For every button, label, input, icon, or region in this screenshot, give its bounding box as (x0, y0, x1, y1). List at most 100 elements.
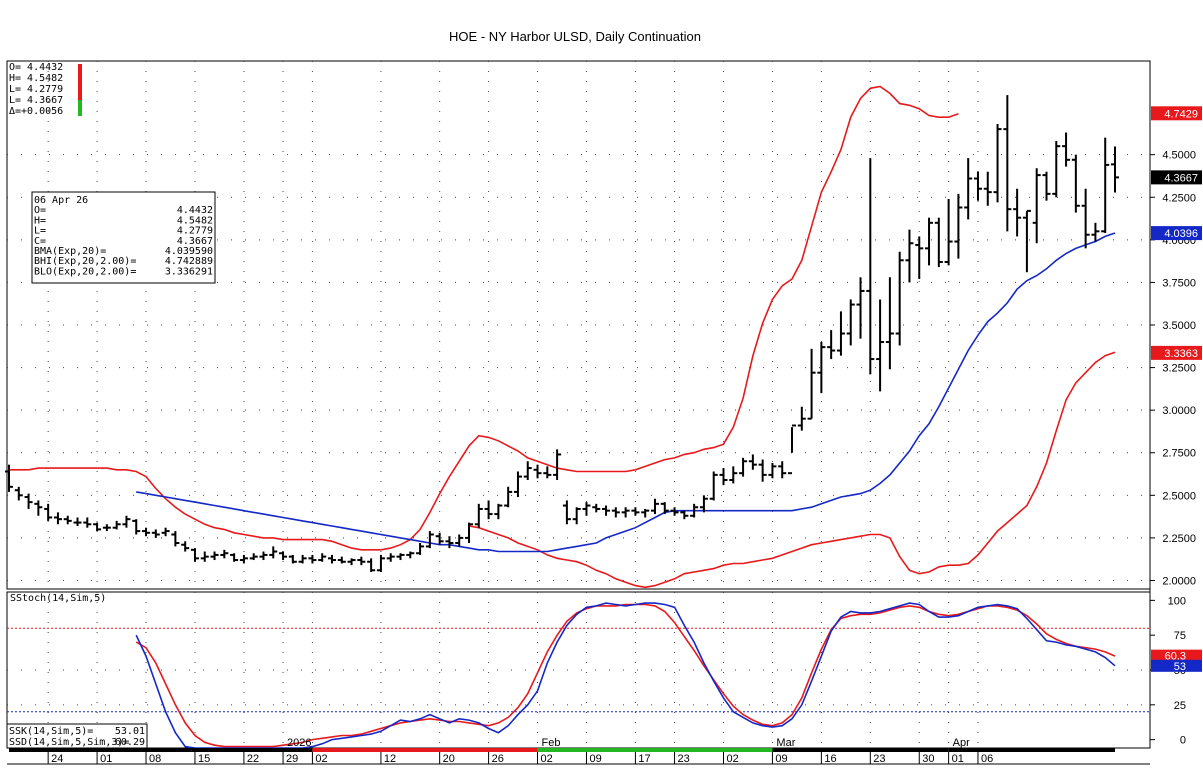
x-tick-20: 06 (981, 753, 993, 765)
info-label-6: BHI(Exp,20,2.00)= (34, 256, 136, 267)
x-tick-9: 26 (492, 753, 504, 765)
info-value-2: 4.5482 (177, 215, 213, 226)
ohlc-bar-2026-04-28 (876, 299, 885, 392)
ohlc-bar-2026-03-19 (602, 505, 611, 516)
price-tag-4.0396: 4.0396 (1164, 228, 1198, 240)
bollinger-bands (9, 85, 1116, 589)
ohlc-bar-2026-01-19 (181, 541, 190, 552)
price-tick-3.2500: 3.2500 (1162, 363, 1196, 375)
ohlc-bar-2026-05-04 (915, 236, 924, 280)
ohlc-low: L= 4.2779 (9, 84, 63, 95)
info-value-1: 4.4432 (177, 205, 213, 216)
ohlc-bar-2026-01-12 (132, 519, 141, 535)
x-month-Mar: Mar (776, 737, 795, 749)
ohlc-bar-2026-02-11 (347, 558, 356, 566)
ohlc-bar-2026-03-18 (592, 503, 601, 513)
x-tick-10: 02 (541, 753, 553, 765)
ohlc-bar-2025-12-31 (63, 515, 72, 525)
ohlc-readout: O= 4.4432 H= 4.5482 L= 4.2779 L= 4.3667 … (9, 62, 82, 117)
ohlc-bar-2026-04-20 (817, 342, 826, 394)
x-tick-5: 29 (286, 753, 298, 765)
price-tick-3.7500: 3.7500 (1162, 277, 1196, 289)
ohlc-bar-2026-01-07 (102, 524, 111, 532)
ohlc-bar-2026-05-13 (983, 171, 992, 206)
ohlc-bar-2026-01-29 (259, 551, 268, 561)
stoch-tag-bg-1 (1151, 659, 1202, 672)
bollinger-middle (136, 232, 1116, 553)
price-tag-3.3363: 3.3363 (1164, 348, 1198, 360)
ssd-line (135, 603, 1116, 748)
ohlc-bar-2026-02-09 (327, 554, 336, 564)
ohlc-bar-2026-06-01 (1111, 146, 1119, 193)
ohlc-bar-2026-04-13 (768, 462, 777, 479)
price-axis-ticks: 2.0000 2.2500 2.5000 2.7500 3.0000 3.2500 3.50… (1150, 150, 1196, 587)
ohlc-bar-2026-03-26 (650, 498, 659, 515)
ohlc-bar-2026-01-22 (210, 551, 219, 561)
info-value-7: 3.336291 (165, 266, 213, 277)
ohlc-bar-red (78, 64, 82, 100)
info-label-7: BLO(Exp,20,2.00)= (34, 266, 136, 277)
price-tag-bg-1 (1151, 170, 1202, 185)
ohlc-bar-2026-03-16 (572, 507, 581, 525)
ohlc-bar-2026-02-17 (386, 553, 395, 562)
ssd-label: SSD(14,Sim,5,Sim,3)= (9, 737, 129, 748)
ohlc-bar-2026-01-05 (83, 517, 92, 528)
ohlc-bar-2026-05-06 (934, 217, 943, 268)
ohlc-bar-2026-02-03 (288, 554, 297, 564)
info-label-0: 06 Apr 26 (34, 195, 88, 206)
ohlc-bar-2026-05-08 (954, 193, 963, 259)
price-tag-4.3667: 4.3667 (1164, 172, 1198, 184)
ohlc-bar-2026-03-06 (513, 471, 522, 498)
stoch-levels (7, 627, 1150, 713)
ohlc-bar-2025-12-22 (5, 464, 13, 492)
price-tick-3.5000: 3.5000 (1162, 320, 1196, 332)
bollinger-upper (9, 85, 959, 551)
ohlc-bar-2026-03-23 (621, 507, 630, 518)
ohlc-bar-2026-03-04 (494, 503, 503, 520)
ohlc-bar-2025-12-26 (34, 500, 43, 516)
x-tick-3: 15 (198, 753, 210, 765)
price-tick-2.0000: 2.0000 (1162, 575, 1196, 587)
ohlc-bar-2026-05-26 (1071, 154, 1080, 213)
ohlc-bar-2026-05-07 (944, 198, 953, 266)
ssk-value: 53.01 (115, 726, 145, 737)
info-label-4: C= (34, 236, 46, 247)
ohlc-open: O= 4.4432 (9, 62, 63, 73)
ssk-label: SSK(14,Sim,5)= (9, 726, 93, 737)
ohlc-bar-2026-01-21 (200, 551, 209, 562)
ohlc-bar-2026-04-10 (758, 459, 767, 482)
ohlc-bar-2026-05-19 (1022, 209, 1031, 273)
ohlc-bar-2026-05-18 (1013, 188, 1022, 237)
x-tick-18: 30 (922, 753, 934, 765)
ohlc-bars (5, 95, 1119, 572)
month-band-3 (772, 748, 949, 752)
ohlc-bar-2026-01-06 (93, 522, 102, 532)
ohlc-bar-2026-01-16 (171, 531, 180, 547)
ohlc-bar-green (78, 100, 82, 116)
stoch-tick-75: 75 (1174, 630, 1186, 642)
x-tick-11: 09 (589, 753, 601, 765)
ohlc-bar-2026-04-15 (788, 424, 797, 475)
x-month-2026: 2026 (287, 737, 311, 749)
ohlc-bar-2026-02-27 (465, 522, 474, 544)
ohlc-bar-2025-12-24 (24, 493, 33, 509)
ohlc-bar-2026-04-21 (827, 330, 836, 360)
ohlc-bar-2026-01-27 (239, 554, 248, 564)
info-value-3: 4.2779 (177, 226, 213, 237)
ohlc-bar-2026-03-03 (484, 500, 493, 520)
ohlc-bar-2026-02-12 (357, 556, 366, 566)
ohlc-bar-2026-02-06 (318, 553, 327, 562)
ohlc-bar-2026-05-14 (993, 124, 1002, 203)
ohlc-bar-2026-05-11 (964, 158, 973, 220)
ohlc-bar-2026-05-21 (1042, 171, 1051, 201)
ohlc-bar-2026-04-01 (690, 503, 699, 518)
ohlc-change: Δ=+0.0056 (9, 106, 63, 117)
ohlc-bar-2026-03-25 (641, 508, 650, 518)
ohlc-bar-2026-02-23 (425, 531, 434, 549)
info-label-5: BMA(Exp,20)= (34, 246, 106, 257)
stoch-tick-0: 0 (1180, 735, 1186, 747)
x-tick-14: 02 (726, 753, 738, 765)
ohlc-bar-2025-12-23 (14, 486, 23, 501)
x-month-Feb: Feb (542, 737, 561, 749)
